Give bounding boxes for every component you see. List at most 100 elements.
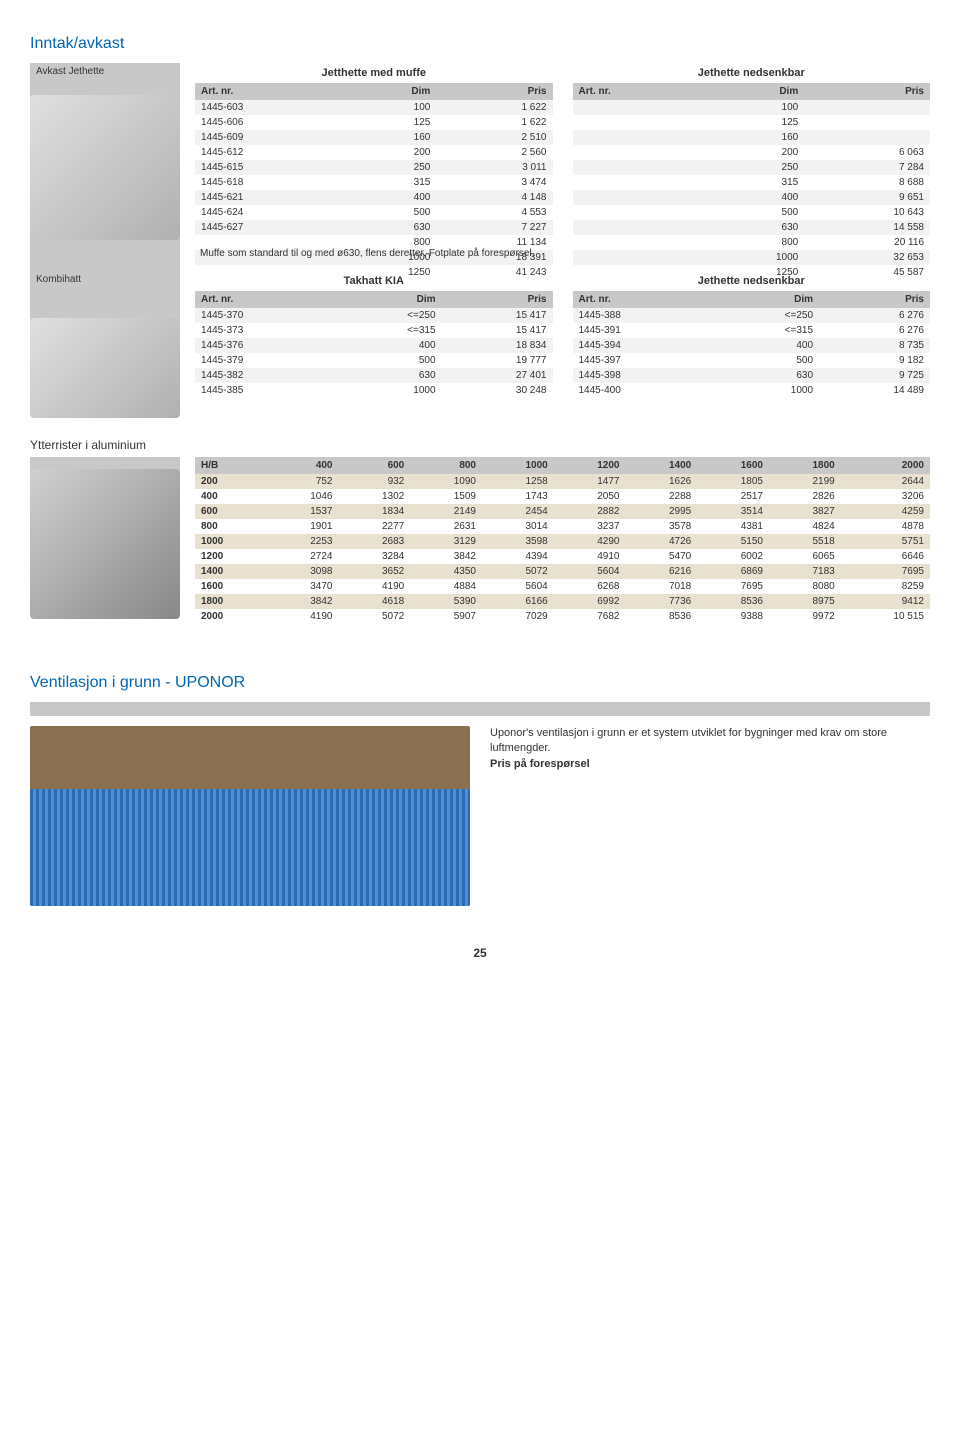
table-cell: 4618 (339, 594, 411, 609)
table-cell: 8 735 (819, 338, 930, 353)
table-cell: 1302 (339, 489, 411, 504)
table-row: 2007529321090125814771626180521992644 (195, 474, 930, 489)
table-cell: 1901 (267, 519, 339, 534)
table-cell (573, 115, 704, 130)
table-cell: 2 560 (436, 145, 552, 160)
table-cell: 2995 (626, 504, 698, 519)
table-cell: 1477 (554, 474, 626, 489)
table-cell: 3 011 (436, 160, 552, 175)
table-cell: 7 227 (436, 220, 552, 235)
table-cell: 7183 (769, 564, 841, 579)
table-cell: <=250 (336, 308, 441, 323)
col-header: Art. nr. (195, 83, 343, 100)
section-title: Inntak/avkast (30, 35, 930, 53)
table-cell: 400 (343, 190, 436, 205)
table-row: 1445-38263027 401 (195, 368, 553, 383)
table-cell (573, 100, 704, 115)
table-cell: 4190 (339, 579, 411, 594)
table-cell: 1445-621 (195, 190, 343, 205)
section-title: Ventilasjon i grunn - UPONOR (30, 674, 930, 692)
row-header: 1800 (195, 594, 267, 609)
table-cell: 10 515 (841, 609, 930, 624)
table-cell: 1000 (336, 383, 441, 398)
table-cell: 315 (343, 175, 436, 190)
gray-header-bar (30, 702, 930, 716)
table-cell: 6002 (697, 549, 769, 564)
col-header: Dim (703, 83, 804, 100)
table-cell: 3 474 (436, 175, 552, 190)
table-cell: 7018 (626, 579, 698, 594)
table-cell: 4910 (554, 549, 626, 564)
row-header: 600 (195, 504, 267, 519)
table-cell: 1445-612 (195, 145, 343, 160)
table-cell: 15 417 (442, 308, 553, 323)
table-cell: 1258 (482, 474, 554, 489)
table-cell (573, 130, 704, 145)
table-cell: 4884 (410, 579, 482, 594)
table-title: Jethette nedsenkbar (573, 63, 931, 83)
table-cell: 9412 (841, 594, 930, 609)
table-cell: 1509 (410, 489, 482, 504)
table-cell: 10 643 (804, 205, 930, 220)
table-cell (573, 205, 704, 220)
table-row: 1445-388<=2506 276 (573, 308, 931, 323)
table-cell: 6646 (841, 549, 930, 564)
table-cell: 500 (703, 205, 804, 220)
table-cell: 4394 (482, 549, 554, 564)
table-cell: 32 653 (804, 250, 930, 265)
table-cell: 4878 (841, 519, 930, 534)
table-cell: 9972 (769, 609, 841, 624)
table-cell: 3237 (554, 519, 626, 534)
table-cell (573, 235, 704, 250)
jethette-nedsenkbar-table2: Art. nr.DimPris 1445-388<=2506 2761445-3… (573, 291, 931, 398)
table-cell: 7695 (697, 579, 769, 594)
table-cell: 1445-385 (195, 383, 336, 398)
jethette-nedsenkbar-table: Art. nr.DimPris 1001251602006 0632507 28… (573, 83, 931, 280)
table-cell: 1445-606 (195, 115, 343, 130)
table-cell: 2644 (841, 474, 930, 489)
table-cell: 125 (343, 115, 436, 130)
col-header: 2000 (841, 457, 930, 474)
col-header: 1000 (482, 457, 554, 474)
table-cell: 3842 (410, 549, 482, 564)
table-cell: 1445-624 (195, 205, 343, 220)
table-cell: 160 (343, 130, 436, 145)
col-header: Pris (442, 291, 553, 308)
table-cell: 19 777 (442, 353, 553, 368)
table-cell: 5390 (410, 594, 482, 609)
col-header: 1800 (769, 457, 841, 474)
table-cell: <=315 (336, 323, 441, 338)
table-row: 1445-6276307 227 (195, 220, 553, 235)
table-cell: 1 622 (436, 115, 552, 130)
table-row: 1445-370<=25015 417 (195, 308, 553, 323)
product-image (30, 95, 180, 240)
table-cell: 5604 (554, 564, 626, 579)
table-cell: 5150 (697, 534, 769, 549)
table-cell: 5072 (482, 564, 554, 579)
table-cell: 250 (343, 160, 436, 175)
table-cell: 500 (714, 353, 819, 368)
table-cell: 18 834 (442, 338, 553, 353)
col-header: Art. nr. (573, 83, 704, 100)
table-cell: 1445-397 (573, 353, 714, 368)
col-header: 1600 (697, 457, 769, 474)
table-row: 1445-6214004 148 (195, 190, 553, 205)
row-header: 400 (195, 489, 267, 504)
table-cell: 4 148 (436, 190, 552, 205)
table-row: 63014 558 (573, 220, 931, 235)
col-header: Pris (436, 83, 552, 100)
table-row: 100032 653 (573, 250, 931, 265)
table-cell (573, 160, 704, 175)
table-row: 1445-37950019 777 (195, 353, 553, 368)
table-cell: 315 (703, 175, 804, 190)
table-cell: 1445-398 (573, 368, 714, 383)
table-row: 1445-3975009 182 (573, 353, 931, 368)
table-cell: 5518 (769, 534, 841, 549)
row-header: 1000 (195, 534, 267, 549)
table-cell: 500 (336, 353, 441, 368)
table-cell: 2277 (339, 519, 411, 534)
table-row: 80020 116 (573, 235, 931, 250)
table-row: 1445-6245004 553 (195, 205, 553, 220)
table-cell: 1743 (482, 489, 554, 504)
table-cell: 3470 (267, 579, 339, 594)
